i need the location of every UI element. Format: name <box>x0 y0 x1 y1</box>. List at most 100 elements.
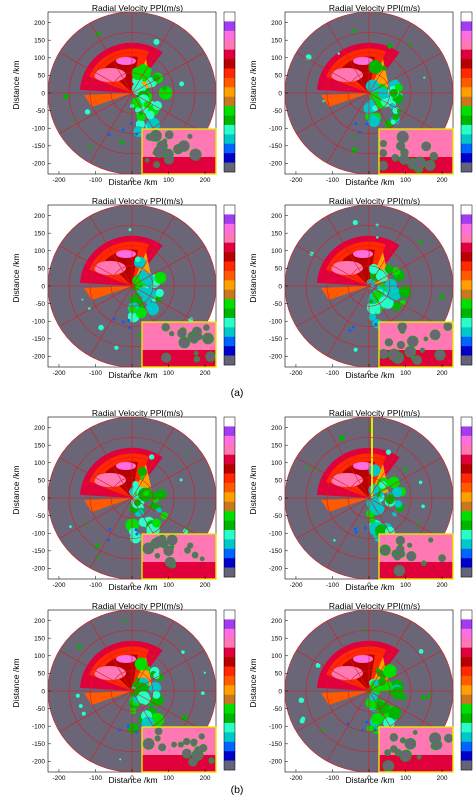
panel-title: Radial Velocity PPI(m/s) <box>91 601 184 611</box>
x-tick-label: 0 <box>367 582 371 589</box>
y-tick-label: -50 <box>36 108 46 115</box>
zoom-inset <box>378 128 454 175</box>
y-tick-label: -50 <box>273 301 283 308</box>
y-tick-label: -150 <box>32 741 45 748</box>
panel-title: Radial Velocity PPI(m/s) <box>328 408 421 418</box>
y-tick-label: 0 <box>278 283 282 290</box>
y-tick-label: -50 <box>273 706 283 713</box>
x-tick-label: -200 <box>52 582 65 589</box>
y-tick-label: -100 <box>269 319 282 326</box>
x-tick-label: -200 <box>52 177 65 184</box>
colorbar: 3020100-10-20-30 <box>460 11 473 173</box>
y-tick-label: -200 <box>269 161 282 168</box>
subfigure-label: (a) <box>230 387 244 399</box>
panel-title: Radial Velocity PPI(m/s) <box>91 408 184 418</box>
x-tick-label: 100 <box>163 775 174 782</box>
ppi-panel-5: Radial Velocity PPI(m/s) Distance /km Dist… <box>0 405 237 595</box>
y-tick-label: 50 <box>275 73 283 80</box>
y-tick-label: 200 <box>271 213 282 220</box>
ppi-panel-8: Radial Velocity PPI(m/s) Distance /km Dist… <box>237 598 474 788</box>
y-tick-label: -100 <box>269 724 282 731</box>
x-tick-label: -100 <box>326 177 339 184</box>
y-tick-label: -50 <box>36 301 46 308</box>
x-tick-label: -100 <box>326 370 339 377</box>
y-tick-label: 100 <box>34 55 45 62</box>
x-tick-label: 200 <box>200 177 211 184</box>
x-tick-label: 200 <box>437 370 448 377</box>
y-tick-label: -100 <box>269 126 282 133</box>
y-tick-label: -150 <box>32 548 45 555</box>
zoom-inset <box>378 321 454 368</box>
subfigure-label: (b) <box>230 784 244 796</box>
colorbar: 3020100-10-20-30 <box>223 11 236 173</box>
ppi-plot: -200 -100 0 100 200 -200 -150 -100 -50 0 50 100 150 2… <box>269 204 473 377</box>
ppi-panel-3: Radial Velocity PPI(m/s) Distance /km Dist… <box>0 193 237 383</box>
x-tick-label: 200 <box>437 582 448 589</box>
y-tick-label: -100 <box>32 126 45 133</box>
y-tick-label: 150 <box>271 37 282 44</box>
y-tick-label: 0 <box>278 90 282 97</box>
ppi-plot: -200 -100 0 100 200 -200 -150 -100 -50 0 50 100 150 2… <box>269 609 473 782</box>
zoom-inset <box>141 726 217 773</box>
x-tick-label: 0 <box>367 370 371 377</box>
y-tick-label: -150 <box>269 143 282 150</box>
y-tick-label: 0 <box>278 688 282 695</box>
y-tick-label: -50 <box>36 706 46 713</box>
y-tick-label: 100 <box>271 460 282 467</box>
y-tick-label: -200 <box>269 566 282 573</box>
ppi-panel-4: Radial Velocity PPI(m/s) Distance /km Dist… <box>237 193 474 383</box>
y-tick-label: 100 <box>271 55 282 62</box>
x-tick-label: -100 <box>89 582 102 589</box>
x-axis-label: Distance /km <box>108 582 158 592</box>
x-axis-label: Distance /km <box>108 775 158 785</box>
x-axis-label: Distance /km <box>345 775 395 785</box>
ppi-plot: -200 -100 0 100 200 -200 -150 -100 -50 0 50 100 150 2… <box>269 416 473 589</box>
x-tick-label: 200 <box>437 775 448 782</box>
panel-title: Radial Velocity PPI(m/s) <box>91 196 184 206</box>
x-tick-label: 0 <box>130 177 134 184</box>
y-tick-label: -150 <box>269 548 282 555</box>
y-tick-label: -100 <box>32 319 45 326</box>
y-tick-label: 200 <box>34 618 45 625</box>
x-tick-label: 100 <box>400 177 411 184</box>
colorbar: 3020100-10-20-30 <box>460 204 473 366</box>
x-tick-label: 0 <box>130 582 134 589</box>
y-tick-label: 150 <box>271 230 282 237</box>
y-tick-label: 100 <box>34 248 45 255</box>
y-tick-label: 200 <box>34 213 45 220</box>
y-tick-label: -100 <box>32 724 45 731</box>
colorbar: 3020100-10-20-30 <box>223 416 236 578</box>
x-tick-label: 100 <box>400 582 411 589</box>
colorbar: 3020100-10-20-30 <box>460 609 473 771</box>
y-tick-label: -100 <box>269 531 282 538</box>
zoom-inset <box>141 128 217 175</box>
panel-title: Radial Velocity PPI(m/s) <box>91 3 184 13</box>
x-tick-label: 100 <box>400 775 411 782</box>
x-tick-label: -100 <box>89 177 102 184</box>
y-tick-label: -200 <box>32 354 45 361</box>
range-rings <box>47 609 217 773</box>
x-tick-label: 200 <box>200 775 211 782</box>
y-tick-label: 100 <box>34 653 45 660</box>
ppi-plot: -200 -100 0 100 200 -200 -150 -100 -50 0 50 100 150 2… <box>32 204 236 377</box>
y-tick-label: 50 <box>38 266 46 273</box>
y-tick-label: 0 <box>41 688 45 695</box>
y-tick-label: -150 <box>32 336 45 343</box>
y-tick-label: -50 <box>273 108 283 115</box>
y-tick-label: 150 <box>34 230 45 237</box>
y-tick-label: 200 <box>34 20 45 27</box>
x-tick-label: 0 <box>130 370 134 377</box>
y-tick-label: 50 <box>275 266 283 273</box>
x-tick-label: -200 <box>289 177 302 184</box>
y-tick-label: 200 <box>271 20 282 27</box>
ppi-plot: -200 -100 0 100 200 -200 -150 -100 -50 0 50 100 150 2… <box>32 11 236 184</box>
zoom-inset <box>378 726 454 773</box>
y-tick-label: 100 <box>271 653 282 660</box>
y-tick-label: 150 <box>34 442 45 449</box>
x-tick-label: 100 <box>163 370 174 377</box>
x-tick-label: 0 <box>367 177 371 184</box>
x-axis-label: Distance /km <box>108 370 158 380</box>
zoom-inset <box>378 533 454 580</box>
x-tick-label: -200 <box>289 370 302 377</box>
x-tick-label: 100 <box>400 370 411 377</box>
